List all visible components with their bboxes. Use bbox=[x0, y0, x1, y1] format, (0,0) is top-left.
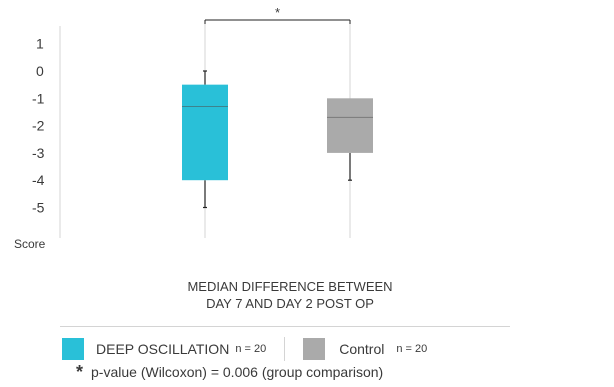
significance-star: * bbox=[275, 5, 280, 20]
y-tick-label: -4 bbox=[32, 172, 45, 188]
legend: DEEP OSCILLATION n = 20 Control n = 20 bbox=[62, 335, 427, 363]
footnote: * p-value (Wilcoxon) = 0.006 (group comp… bbox=[76, 362, 384, 382]
footnote-text: p-value (Wilcoxon) = 0.006 (group compar… bbox=[91, 364, 384, 380]
y-tick-label: 0 bbox=[36, 63, 44, 79]
y-tick-label: -5 bbox=[32, 200, 45, 216]
box-0 bbox=[182, 84, 228, 181]
legend-separator bbox=[60, 326, 510, 327]
legend-n-deep-oscillation: n = 20 bbox=[235, 343, 267, 355]
legend-label-control: Control bbox=[339, 341, 385, 357]
y-tick-label: -1 bbox=[32, 90, 45, 106]
legend-label-deep-oscillation: DEEP OSCILLATION bbox=[96, 341, 230, 357]
y-axis-label: Score bbox=[14, 237, 46, 251]
caption-line-2: DAY 7 AND DAY 2 POST OP bbox=[206, 296, 374, 311]
footnote-star: * bbox=[76, 362, 84, 382]
legend-swatch-deep-oscillation bbox=[62, 338, 84, 360]
y-tick-label: -2 bbox=[32, 118, 45, 134]
y-tick-label: -3 bbox=[32, 145, 45, 161]
y-tick-label: 1 bbox=[36, 36, 44, 52]
chart-caption: MEDIAN DIFFERENCE BETWEEN DAY 7 AND DAY … bbox=[100, 278, 480, 312]
legend-divider bbox=[284, 337, 286, 361]
boxplot-chart: 1 0 -1 -2 -3 -4 -5 * Score bbox=[14, 5, 373, 251]
legend-swatch-control bbox=[303, 338, 326, 360]
legend-n-control: n = 20 bbox=[396, 343, 428, 355]
box-1 bbox=[327, 98, 373, 153]
caption-line-1: MEDIAN DIFFERENCE BETWEEN bbox=[187, 279, 393, 294]
